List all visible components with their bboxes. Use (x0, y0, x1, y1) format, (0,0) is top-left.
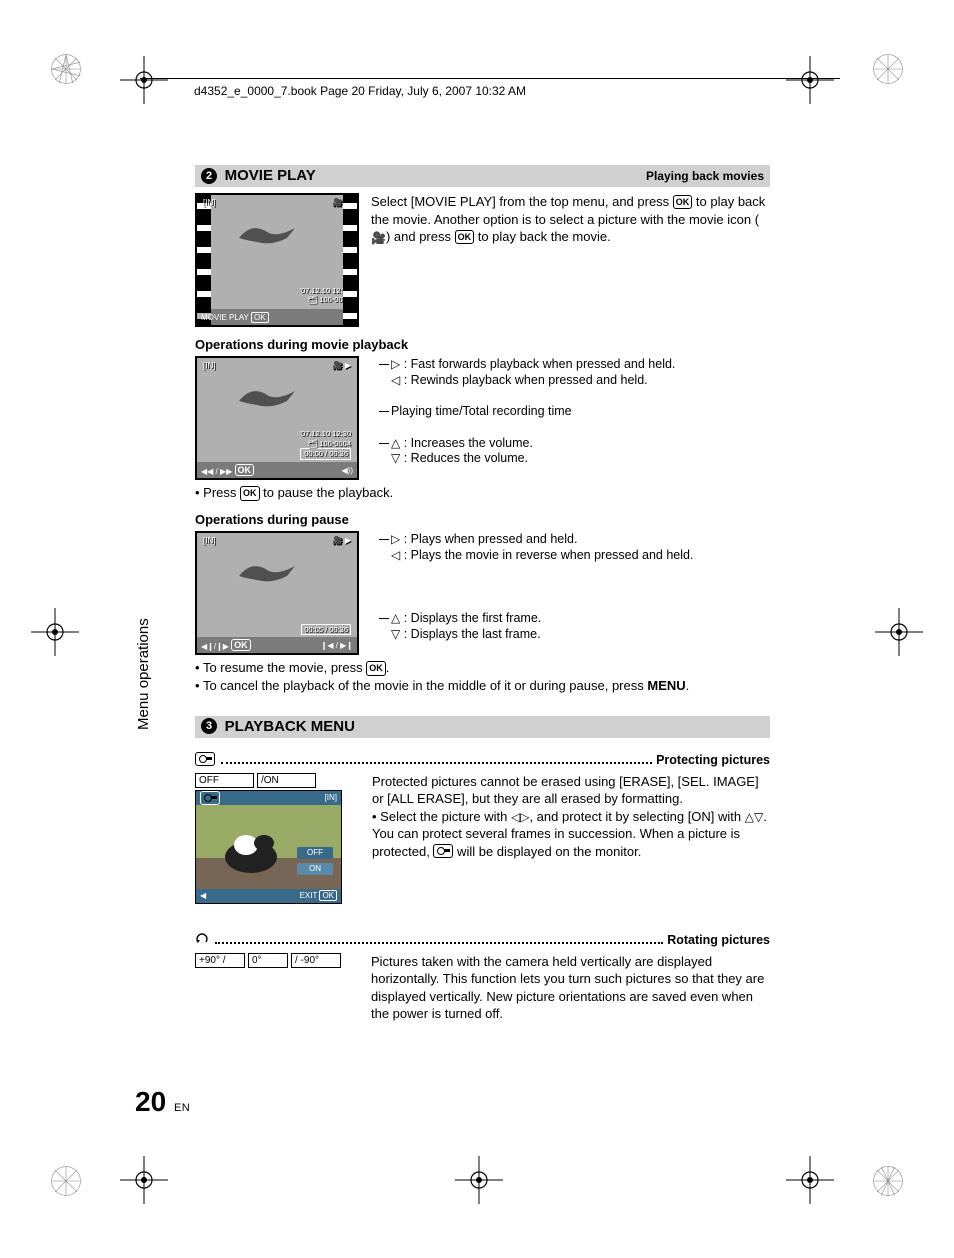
screenshot-playback: [IN]🎥 ▶ '07.12.10 12:30 🗂 100-0004 00:00… (195, 356, 359, 480)
up-arrow-icon: △ (391, 610, 400, 627)
row-rotating: Rotating pictures (195, 932, 770, 947)
rotate-icon (195, 932, 209, 946)
playback-labels: ▷ : Fast forwards playback when pressed … (379, 356, 675, 468)
ok-icon: OK (366, 661, 386, 676)
pause-notes: To resume the movie, press OK. To cancel… (195, 659, 770, 695)
reg-mark-bl (49, 1164, 83, 1198)
ok-icon: OK (240, 486, 260, 501)
rotate-opts: +90° / 0° / -90° (195, 953, 341, 968)
crosshair-mr (875, 608, 923, 656)
page-number: 20 EN (135, 1086, 190, 1118)
left-arrow-icon: ◁ (511, 809, 520, 825)
section-movie-play: 2 MOVIE PLAY Playing back movies (195, 165, 770, 187)
up-arrow-icon: △ (745, 809, 754, 825)
left-arrow-icon: ◁ (391, 372, 400, 389)
screenshot-protect: [IN] OFF ON ◀EXIT OK (195, 790, 342, 904)
up-arrow-icon: △ (391, 435, 400, 452)
reg-mark-tl (49, 52, 83, 86)
ok-icon: OK (673, 195, 693, 209)
movie-icon: 🎥 (371, 230, 386, 246)
reg-mark-br (871, 1164, 905, 1198)
protect-key-icon (195, 752, 215, 766)
crosshair-bl (120, 1156, 168, 1204)
protect-opts: OFF /ON (195, 773, 342, 788)
screenshot-pause: [IN]🎥 ▶ 00:05 / 00:36 ◀❙/❙▶ OK ❙◀ / ▶❙ (195, 531, 359, 655)
down-arrow-icon: ▽ (391, 450, 400, 467)
movie-intro-text: Select [MOVIE PLAY] from the top menu, a… (371, 193, 770, 246)
heading-pause-ops: Operations during pause (195, 512, 770, 527)
right-arrow-icon: ▷ (391, 531, 400, 548)
screenshot-movie-play: [IN]🎥 ▶ '07.12.10 12:30 🗂 100-0004 MOVIE… (195, 193, 359, 327)
side-label: Menu operations (135, 618, 152, 730)
down-arrow-icon: ▽ (391, 626, 400, 643)
down-arrow-icon: ▽ (754, 809, 763, 825)
section-badge-2: 2 (201, 168, 217, 184)
rotate-text: Pictures taken with the camera held vert… (371, 953, 770, 1023)
crosshair-ml (31, 608, 79, 656)
right-arrow-icon: ▷ (391, 356, 400, 373)
section-subtitle-movie: Playing back movies (646, 169, 764, 183)
crosshair-br (786, 1156, 834, 1204)
heading-playback-ops: Operations during movie playback (195, 337, 770, 352)
reg-mark-tr (871, 52, 905, 86)
protect-key-icon (433, 844, 453, 858)
crosshair-bc (455, 1156, 503, 1204)
section-title-playback: PLAYBACK MENU (225, 718, 355, 735)
pause-labels: ▷ : Plays when pressed and held. ◁ : Pla… (379, 531, 693, 643)
protect-text: Protected pictures cannot be erased usin… (372, 773, 770, 861)
playback-note: Press OK to pause the playback. (195, 484, 770, 502)
row-protecting: Protecting pictures (195, 752, 770, 767)
ok-icon: OK (455, 230, 475, 244)
section-playback-menu: 3 PLAYBACK MENU (195, 716, 770, 738)
header-filename: d4352_e_0000_7.book Page 20 Friday, July… (190, 84, 530, 98)
section-title-movie: MOVIE PLAY (225, 167, 316, 184)
left-arrow-icon: ◁ (391, 547, 400, 564)
section-badge-3: 3 (201, 718, 217, 734)
